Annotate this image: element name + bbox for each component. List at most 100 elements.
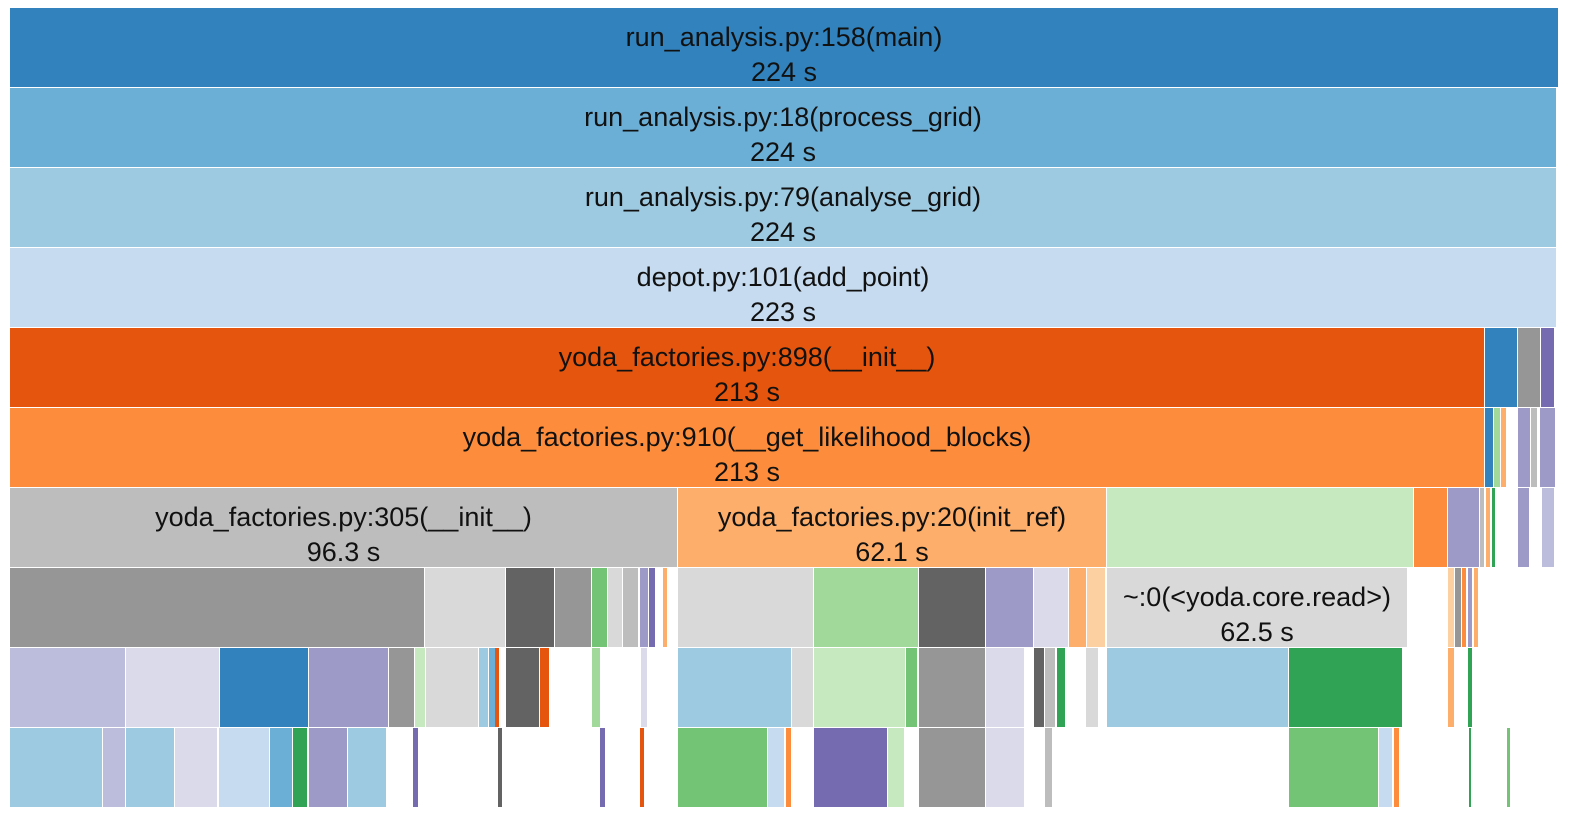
frame-r8-22[interactable] xyxy=(1057,648,1065,727)
frame-r9-11[interactable] xyxy=(640,728,644,807)
frame-r8-18[interactable] xyxy=(919,648,985,727)
frame-yoda-factories-py-305-init[interactable]: yoda_factories.py:305(__init__) 96.3 s xyxy=(10,488,677,567)
frame-r9-19[interactable] xyxy=(986,728,1024,807)
frame-r5-4[interactable] xyxy=(1518,408,1530,487)
frame-r8-23[interactable] xyxy=(1086,648,1098,727)
frame-yoda-factories-py-910-get-likelihood-blocks[interactable]: yoda_factories.py:910(__get_likelihood_b… xyxy=(10,408,1484,487)
frame-r9-20[interactable] xyxy=(1045,728,1052,807)
frame-r7-0[interactable] xyxy=(10,568,424,647)
frame-r6-7[interactable] xyxy=(1492,488,1495,567)
frame-r5-1[interactable] xyxy=(1485,408,1493,487)
frame-r7-22[interactable] xyxy=(1474,568,1478,647)
frame-r9-24[interactable] xyxy=(1469,728,1471,807)
frame-r9-17[interactable] xyxy=(888,728,904,807)
frame-r4-1[interactable] xyxy=(1485,328,1517,407)
frame-r8-4[interactable] xyxy=(389,648,414,727)
frame-r8-26[interactable] xyxy=(1448,648,1454,727)
frame-r7-20[interactable] xyxy=(1462,568,1466,647)
frame-r8-27[interactable] xyxy=(1468,648,1472,727)
frame-r8-9[interactable] xyxy=(495,648,499,727)
frame-r9-14[interactable] xyxy=(768,728,784,807)
frame-r9-13[interactable] xyxy=(678,728,767,807)
frame-r7-5[interactable] xyxy=(608,568,622,647)
frame-r9-22[interactable] xyxy=(1379,728,1392,807)
frame-r8-2[interactable] xyxy=(220,648,308,727)
frame-r7-16[interactable] xyxy=(1087,568,1105,647)
frame-r7-4[interactable] xyxy=(592,568,607,647)
frame-r5-3[interactable] xyxy=(1501,408,1506,487)
frame-r8-0[interactable] xyxy=(10,648,125,727)
frame-r6-6[interactable] xyxy=(1486,488,1490,567)
frame-r6-3[interactable] xyxy=(1414,488,1447,567)
frame-r7-2[interactable] xyxy=(506,568,554,647)
frame-r8-3[interactable] xyxy=(309,648,388,727)
frame-r8-19[interactable] xyxy=(986,648,1024,727)
frame-r7-10[interactable] xyxy=(678,568,813,647)
frame-run-analysis-py-158-main[interactable]: run_analysis.py:158(main) 224 s xyxy=(10,8,1558,87)
frame-r8-14[interactable] xyxy=(678,648,791,727)
frame-r7-6[interactable] xyxy=(623,568,638,647)
frame-r8-24[interactable] xyxy=(1107,648,1288,727)
frame-r9-0[interactable] xyxy=(10,728,102,807)
frame-yoda-factories-py-20-init-ref[interactable]: yoda_factories.py:20(init_ref) 62.1 s xyxy=(678,488,1106,567)
frame-r7-7[interactable] xyxy=(640,568,648,647)
frame-r9-8[interactable] xyxy=(348,728,386,807)
frame-r8-16[interactable] xyxy=(814,648,905,727)
frame-r8-7[interactable] xyxy=(479,648,488,727)
frame-r4-3[interactable] xyxy=(1541,328,1554,407)
frame-r7-14[interactable] xyxy=(1034,568,1068,647)
frame-run-analysis-py-79-analyse-grid[interactable]: run_analysis.py:79(analyse_grid) 224 s xyxy=(10,168,1556,247)
frame-r9-25[interactable] xyxy=(1507,728,1510,807)
frame-r8-6[interactable] xyxy=(426,648,478,727)
frame-r7-13[interactable] xyxy=(986,568,1033,647)
frame-r5-5[interactable] xyxy=(1531,408,1537,487)
frame-yoda-factories-py-898-init[interactable]: yoda_factories.py:898(__init__) 213 s xyxy=(10,328,1484,407)
frame-r5-2[interactable] xyxy=(1494,408,1500,487)
frame-r9-10[interactable] xyxy=(600,728,605,807)
frame-r5-6[interactable] xyxy=(1540,408,1555,487)
frame-r7-12[interactable] xyxy=(919,568,985,647)
frame-r8-11[interactable] xyxy=(540,648,549,727)
frame-r9-4[interactable] xyxy=(219,728,269,807)
frame-r7-18[interactable] xyxy=(1448,568,1454,647)
frame-r8-1[interactable] xyxy=(126,648,219,727)
frame-r7-1[interactable] xyxy=(425,568,505,647)
frame-r7-19[interactable] xyxy=(1455,568,1461,647)
frame-r8-17[interactable] xyxy=(906,648,917,727)
frame-r9-6[interactable] xyxy=(293,728,307,807)
frame-depot-py-101-add-point[interactable]: depot.py:101(add_point) 223 s xyxy=(10,248,1556,327)
frame-r9-9[interactable] xyxy=(413,728,418,807)
frame-r9-21[interactable] xyxy=(1289,728,1378,807)
frame-r6-4[interactable] xyxy=(1448,488,1479,567)
frame-r6-5[interactable] xyxy=(1480,488,1484,567)
frame-r8-15[interactable] xyxy=(792,648,813,727)
frame-r6-8[interactable] xyxy=(1518,488,1529,567)
frame-r7-11[interactable] xyxy=(814,568,918,647)
frame-r7-21[interactable] xyxy=(1468,568,1472,647)
frame-r4-2[interactable] xyxy=(1518,328,1540,407)
frame-r8-10[interactable] xyxy=(506,648,539,727)
frame-r7-15[interactable] xyxy=(1069,568,1086,647)
frame-r6-9[interactable] xyxy=(1542,488,1554,567)
frame-r8-12[interactable] xyxy=(592,648,600,727)
frame-r9-23[interactable] xyxy=(1394,728,1399,807)
frame-r9-2[interactable] xyxy=(126,728,174,807)
frame-r9-18[interactable] xyxy=(919,728,985,807)
frame-run-analysis-py-18-process-grid[interactable]: run_analysis.py:18(process_grid) 224 s xyxy=(10,88,1556,167)
frame-r9-1[interactable] xyxy=(103,728,125,807)
frame-r8-8[interactable] xyxy=(489,648,495,727)
frame-r7-3[interactable] xyxy=(555,568,591,647)
frame-r9-15[interactable] xyxy=(786,728,791,807)
frame-r9-16[interactable] xyxy=(814,728,887,807)
frame-r9-7[interactable] xyxy=(309,728,347,807)
frame-r9-12[interactable] xyxy=(498,728,502,807)
frame-r8-21[interactable] xyxy=(1045,648,1055,727)
frame-r7-9[interactable] xyxy=(663,568,667,647)
frame-r9-3[interactable] xyxy=(175,728,217,807)
frame-r8-5[interactable] xyxy=(415,648,425,727)
frame-r7-8[interactable] xyxy=(649,568,655,647)
frame-r9-5[interactable] xyxy=(270,728,292,807)
frame-r8-20[interactable] xyxy=(1034,648,1044,727)
frame-r8-25[interactable] xyxy=(1289,648,1402,727)
frame-r8-13[interactable] xyxy=(641,648,647,727)
